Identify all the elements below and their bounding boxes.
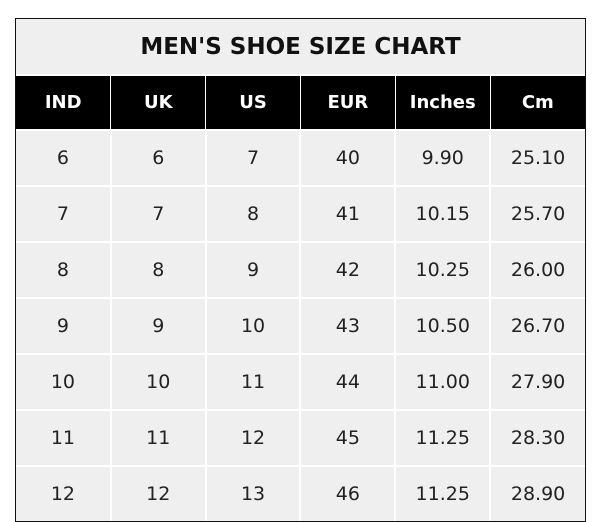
cell-cm: 25.10 [489,129,585,186]
cell-uk: 11 [109,409,206,466]
cell-ind: 10 [16,353,111,410]
table-row: 12 12 13 46 11.25 28.90 [16,465,585,521]
chart-title: MEN'S SHOE SIZE CHART [16,19,585,76]
cell-uk: 10 [109,353,206,410]
table-body: 6 6 7 40 9.90 25.10 7 7 8 41 10.15 25.70 8 8 9 42 10.25 2… [16,129,585,521]
cell-uk: 8 [109,241,206,298]
cell-cm: 28.30 [489,409,585,466]
table-row: 8 8 9 42 10.25 26.00 [16,241,585,298]
column-header-eur: EUR [299,75,396,130]
cell-eur: 42 [299,241,396,298]
table-row: 11 11 12 45 11.25 28.30 [16,409,585,466]
cell-uk: 12 [109,465,206,521]
table-row: 10 10 11 44 11.00 27.90 [16,353,585,410]
cell-cm: 26.00 [489,241,585,298]
cell-ind: 7 [16,185,111,242]
cell-uk: 6 [109,129,206,186]
cell-cm: 27.90 [489,353,585,410]
cell-us: 13 [204,465,301,521]
cell-inches: 11.25 [394,465,491,521]
column-header-inches: Inches [394,75,491,130]
cell-eur: 45 [299,409,396,466]
cell-uk: 9 [109,297,206,354]
table-row: 7 7 8 41 10.15 25.70 [16,185,585,242]
size-chart: MEN'S SHOE SIZE CHART IND UK US EUR Inches Cm… [15,18,586,522]
cell-us: 10 [204,297,301,354]
cell-ind: 12 [16,465,111,521]
cell-eur: 43 [299,297,396,354]
cell-cm: 25.70 [489,185,585,242]
cell-us: 7 [204,129,301,186]
cell-cm: 28.90 [489,465,585,521]
cell-us: 11 [204,353,301,410]
cell-ind: 6 [16,129,111,186]
cell-inches: 11.00 [394,353,491,410]
column-header-us: US [205,75,301,130]
table-row: 9 9 10 43 10.50 26.70 [16,297,585,354]
cell-inches: 10.15 [394,185,491,242]
table-row: 6 6 7 40 9.90 25.10 [16,129,585,186]
size-table: MEN'S SHOE SIZE CHART IND UK US EUR Inches Cm… [16,19,585,521]
cell-inches: 10.50 [394,297,491,354]
cell-ind: 8 [16,241,111,298]
cell-uk: 7 [109,185,206,242]
column-header-cm: Cm [489,75,585,130]
cell-eur: 46 [299,465,396,521]
column-header-uk: UK [110,75,206,130]
cell-inches: 9.90 [394,129,491,186]
cell-ind: 11 [16,409,111,466]
cell-eur: 44 [299,353,396,410]
cell-us: 12 [204,409,301,466]
cell-eur: 40 [299,129,396,186]
cell-us: 8 [204,185,301,242]
cell-cm: 26.70 [489,297,585,354]
cell-ind: 9 [16,297,111,354]
cell-eur: 41 [299,185,396,242]
cell-inches: 10.25 [394,241,491,298]
column-header-ind: IND [16,75,111,130]
header-row: IND UK US EUR Inches Cm [16,75,585,130]
cell-us: 9 [204,241,301,298]
cell-inches: 11.25 [394,409,491,466]
